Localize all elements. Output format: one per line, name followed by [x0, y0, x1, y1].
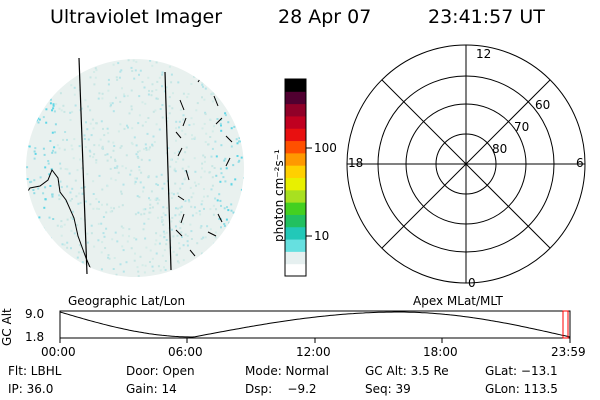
- geo-panel-label: Geographic Lat/Lon: [68, 294, 186, 308]
- polar-diagonal-2: [381, 79, 551, 249]
- colorbar-band: [285, 214, 306, 228]
- colorbar-band: [285, 140, 306, 154]
- colorbar-band: [285, 152, 306, 166]
- altitude-ytick-9: 9.0: [25, 307, 45, 321]
- colorbar-label-100: 100: [314, 141, 337, 155]
- colorbar-band: [285, 165, 306, 178]
- info-filter: Flt: LBHL: [8, 364, 62, 378]
- altitude-xtick-1200: 12:00: [296, 345, 331, 359]
- info-door: Door: Open: [126, 364, 195, 378]
- colorbar-band: [285, 177, 306, 191]
- altitude-xtick-2359: 23:59: [551, 345, 586, 359]
- orbit-track-right: [164, 71, 172, 271]
- color-scale-bar: [284, 78, 312, 277]
- info-seq: Seq: 39: [365, 382, 411, 396]
- altitude-plot: [59, 310, 571, 343]
- colorbar-band: [285, 226, 306, 240]
- polar-mlt-6: 6: [576, 156, 584, 170]
- polar-grid: [346, 44, 586, 284]
- altitude-plot-frame: [59, 310, 571, 339]
- colorbar-band: [285, 239, 306, 252]
- colorbar-band: [285, 263, 306, 277]
- time-label: 23:41:57 UT: [428, 6, 545, 28]
- app-title: Ultraviolet Imager: [50, 6, 223, 28]
- altitude-xtick-0600: 06:00: [168, 345, 203, 359]
- colorbar-band: [285, 103, 306, 117]
- colorbar-band: [285, 251, 306, 265]
- altitude-ytick-1-8: 1.8: [25, 330, 45, 344]
- polar-mlt-0: 0: [468, 276, 476, 290]
- apex-panel-label: Apex MLat/MLT: [413, 294, 503, 308]
- info-gain: Gain: 14: [126, 382, 177, 396]
- polar-lat-60: 60: [535, 98, 551, 112]
- polar-lat-70: 70: [514, 120, 530, 134]
- info-glon: GLon: 113.5: [485, 382, 558, 396]
- info-ip: IP: 36.0: [8, 382, 54, 396]
- colorbar-label-10: 10: [314, 229, 330, 243]
- colorbar-band: [285, 115, 306, 129]
- colorbar-band: [285, 128, 306, 142]
- colorbar-band: [285, 79, 306, 92]
- altitude-ylabel: GC Alt: [0, 308, 14, 346]
- altitude-curve: [59, 311, 571, 338]
- colorbar-unit-label: photon cm⁻²s⁻¹: [272, 149, 286, 242]
- earth-image: [26, 57, 244, 277]
- colorbar-band: [285, 189, 306, 203]
- info-dsp: Dsp: −9.2: [245, 382, 317, 396]
- altitude-xtick-0000: 00:00: [41, 345, 76, 359]
- date-label: 28 Apr 07: [278, 6, 372, 28]
- info-glat: GLat: −13.1: [485, 364, 558, 378]
- colorbar-band: [285, 202, 306, 215]
- polar-mlt-18: 18: [348, 156, 364, 170]
- info-gc-alt: GC Alt: 3.5 Re: [365, 364, 449, 378]
- current-time-marker: [562, 310, 569, 339]
- polar-mlt-12: 12: [476, 47, 492, 61]
- info-mode: Mode: Normal: [245, 364, 329, 378]
- colorbar-band: [285, 91, 306, 105]
- earth-disk: [26, 59, 244, 277]
- polar-lat-80: 80: [492, 142, 508, 156]
- altitude-xtick-1800: 18:00: [423, 345, 458, 359]
- orbit-track-left: [78, 57, 88, 275]
